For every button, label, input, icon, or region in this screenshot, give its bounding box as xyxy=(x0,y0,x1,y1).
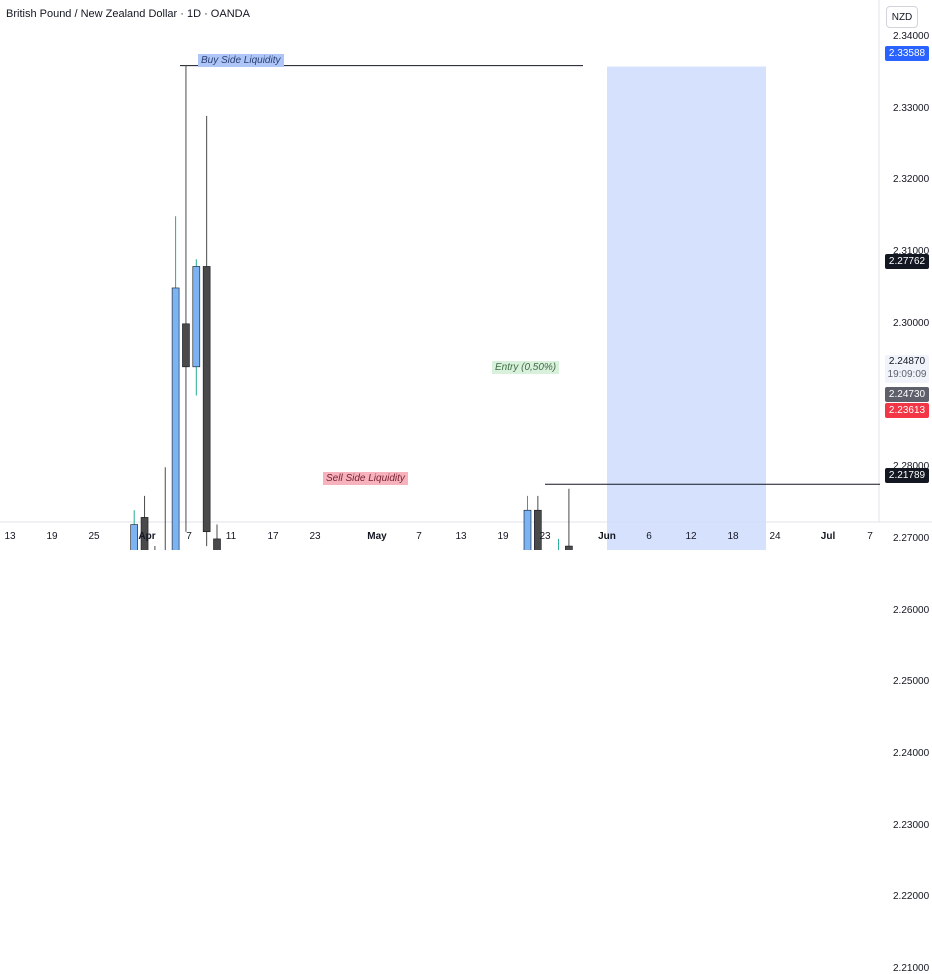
candle-body xyxy=(192,266,201,368)
price-tick: 2.25000 xyxy=(893,676,930,688)
candle xyxy=(171,216,180,550)
time-tick: 25 xyxy=(88,531,100,542)
time-tick: 13 xyxy=(455,531,467,542)
price-tick: 2.30000 xyxy=(893,317,930,329)
price-tick: 2.32000 xyxy=(893,174,930,186)
price-tick: 2.28000 xyxy=(893,461,930,473)
candle xyxy=(213,524,221,550)
candle-body xyxy=(140,517,149,550)
time-tick: 11 xyxy=(225,531,237,542)
price-tick: 2.24000 xyxy=(893,748,930,759)
price-tick: 2.31000 xyxy=(893,246,930,258)
price-tick: 2.33000 xyxy=(893,102,930,114)
entry-price-label: 2.24730 xyxy=(885,387,929,402)
candle xyxy=(523,495,532,550)
candle xyxy=(182,65,190,532)
candle-body xyxy=(202,266,211,533)
candle-body xyxy=(171,287,180,550)
candle xyxy=(140,495,149,550)
candle xyxy=(192,259,201,396)
candle xyxy=(164,467,166,550)
stop-price-label: 2.23613 xyxy=(885,403,929,418)
time-tick: Jun xyxy=(598,531,616,542)
candle-body xyxy=(213,538,221,550)
high-level-price-label: 2.27762 xyxy=(885,254,929,269)
time-tick: 17 xyxy=(267,531,279,542)
time-tick: 7 xyxy=(867,531,873,542)
price-tick: 2.22000 xyxy=(893,891,930,903)
time-tick: 12 xyxy=(685,531,697,542)
price-tick: 2.23000 xyxy=(893,819,930,831)
symbol-title: British Pound / New Zealand Dollar · 1D … xyxy=(6,8,250,20)
currency-button[interactable]: NZD xyxy=(886,6,918,28)
candle xyxy=(565,488,573,550)
candle xyxy=(154,546,156,550)
time-tick: Apr xyxy=(138,531,156,542)
time-tick: 7 xyxy=(186,531,192,542)
time-tick: 7 xyxy=(416,531,422,542)
candle xyxy=(130,510,138,550)
price-tick: 2.34000 xyxy=(893,31,930,42)
buy-side-liquidity-label[interactable]: Buy Side Liquidity xyxy=(198,54,284,67)
candle xyxy=(202,115,211,547)
time-tick: May xyxy=(367,531,387,542)
time-tick: 13 xyxy=(4,531,16,542)
target-price-label: 2.33588 xyxy=(885,46,929,61)
candle-body xyxy=(565,545,573,550)
price-tick: 2.27000 xyxy=(893,532,930,544)
price-tick: 2.21000 xyxy=(893,963,930,974)
candle xyxy=(558,538,560,550)
time-tick: 18 xyxy=(727,531,739,542)
candle-body xyxy=(130,524,138,550)
low-level-price-label: 2.21789 xyxy=(885,468,929,483)
target-zone xyxy=(607,66,766,550)
candle-body xyxy=(523,509,532,550)
time-tick: 6 xyxy=(646,531,652,542)
time-tick: 23 xyxy=(309,531,321,542)
price-tick: 2.26000 xyxy=(893,604,930,616)
last-price-label: 2.24870 19:09:09 xyxy=(885,355,929,383)
last-price-value: 2.24870 xyxy=(888,356,926,367)
time-tick: 19 xyxy=(46,531,58,542)
time-tick: 19 xyxy=(497,531,509,542)
sell-side-liquidity-label[interactable]: Sell Side Liquidity xyxy=(323,472,408,485)
entry-label[interactable]: Entry (0,50%) xyxy=(492,361,560,374)
candle-body xyxy=(182,323,190,368)
time-tick: 24 xyxy=(769,531,781,542)
price-chart[interactable] xyxy=(0,0,932,550)
bar-countdown: 19:09:09 xyxy=(887,369,927,380)
candle-body xyxy=(534,509,542,550)
time-tick: 23 xyxy=(539,531,551,542)
time-tick: Jul xyxy=(820,531,836,542)
